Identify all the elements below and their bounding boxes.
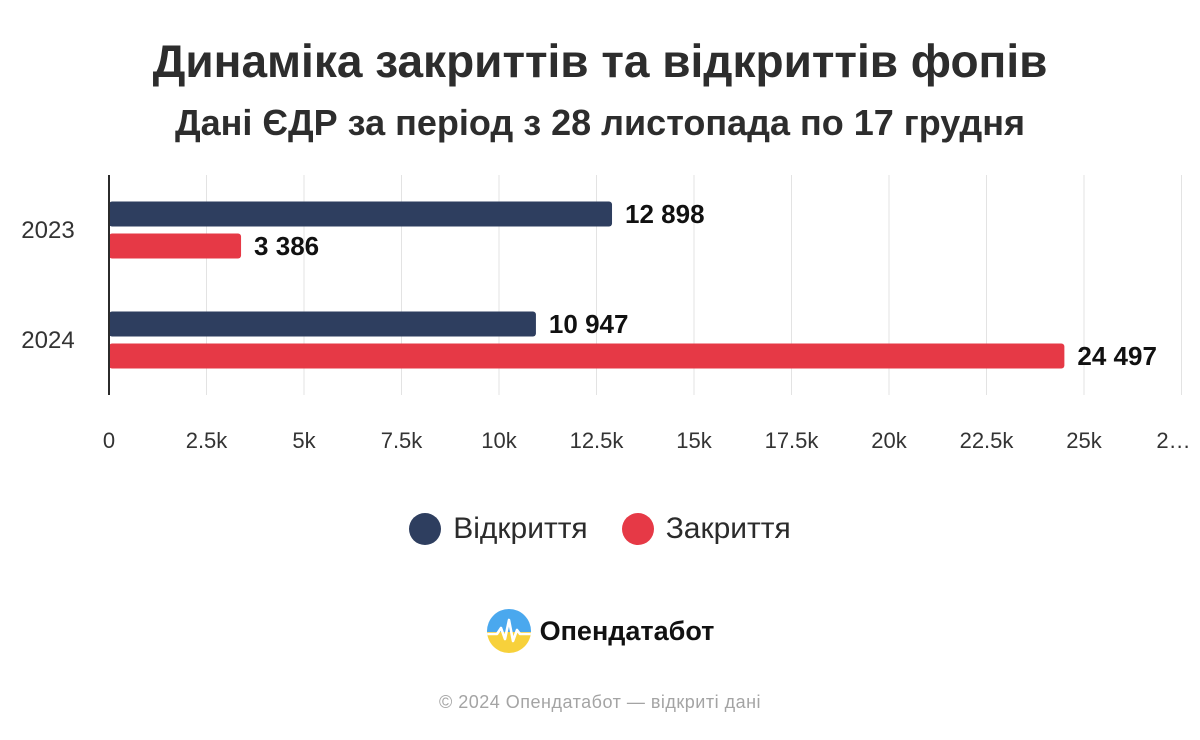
bar bbox=[109, 343, 1065, 369]
brand: Опендатабот bbox=[0, 608, 1200, 654]
x-axis-ticks: 0 2.5k 5k 7.5k 10k 12.5k 15k 17.5k 20k 22.5k 25k 2… bbox=[103, 428, 1191, 453]
bar bbox=[109, 201, 613, 227]
legend-label-closings: Закриття bbox=[665, 512, 791, 545]
x-tick-label: 12.5k bbox=[570, 428, 625, 453]
opendatabot-logo-icon bbox=[486, 609, 531, 653]
data-label: 24 497 bbox=[1077, 341, 1157, 371]
data-label: 3 386 bbox=[254, 231, 319, 261]
chart-legend: Відкриття Закриття bbox=[0, 512, 1200, 546]
bar bbox=[109, 311, 536, 337]
category-labels: 2023 2024 bbox=[21, 217, 74, 354]
legend-item-closings[interactable]: Закриття bbox=[621, 512, 791, 546]
data-label: 12 898 bbox=[625, 199, 705, 229]
chart-subtitle: Дані ЄДР за період з 28 листопада по 17 … bbox=[174, 102, 1026, 143]
legend-item-openings[interactable]: Відкриття bbox=[409, 512, 588, 546]
bars bbox=[109, 201, 1065, 369]
legend-swatch-openings bbox=[409, 513, 442, 545]
legend-label-openings: Відкриття bbox=[453, 512, 588, 545]
brand-name: Опендатабот bbox=[539, 615, 715, 646]
footer-copyright: © 2024 Опендатабот — відкриті дані bbox=[438, 692, 762, 712]
x-tick-label: 2… bbox=[1156, 428, 1190, 453]
category-label: 2024 bbox=[21, 327, 74, 354]
x-tick-label: 22.5k bbox=[960, 428, 1015, 453]
x-tick-label: 10k bbox=[481, 428, 517, 453]
chart-title: Динаміка закриттів та відкриттів фопів bbox=[152, 35, 1048, 87]
bar bbox=[109, 233, 242, 259]
x-tick-label: 2.5k bbox=[186, 428, 229, 453]
legend-swatch-closings bbox=[621, 513, 654, 545]
data-label: 10 947 bbox=[549, 309, 629, 339]
bar-chart: 12 898 3 386 10 947 24 497 2023 2024 0 2.5k 5k… bbox=[21, 175, 1191, 453]
x-tick-label: 5k bbox=[292, 428, 316, 453]
x-tick-label: 20k bbox=[871, 428, 907, 453]
category-label: 2023 bbox=[21, 217, 74, 244]
x-tick-label: 0 bbox=[103, 428, 115, 453]
x-tick-label: 7.5k bbox=[381, 428, 424, 453]
x-tick-label: 15k bbox=[676, 428, 712, 453]
data-labels: 12 898 3 386 10 947 24 497 bbox=[254, 199, 1157, 371]
x-tick-label: 17.5k bbox=[765, 428, 820, 453]
x-tick-label: 25k bbox=[1066, 428, 1102, 453]
